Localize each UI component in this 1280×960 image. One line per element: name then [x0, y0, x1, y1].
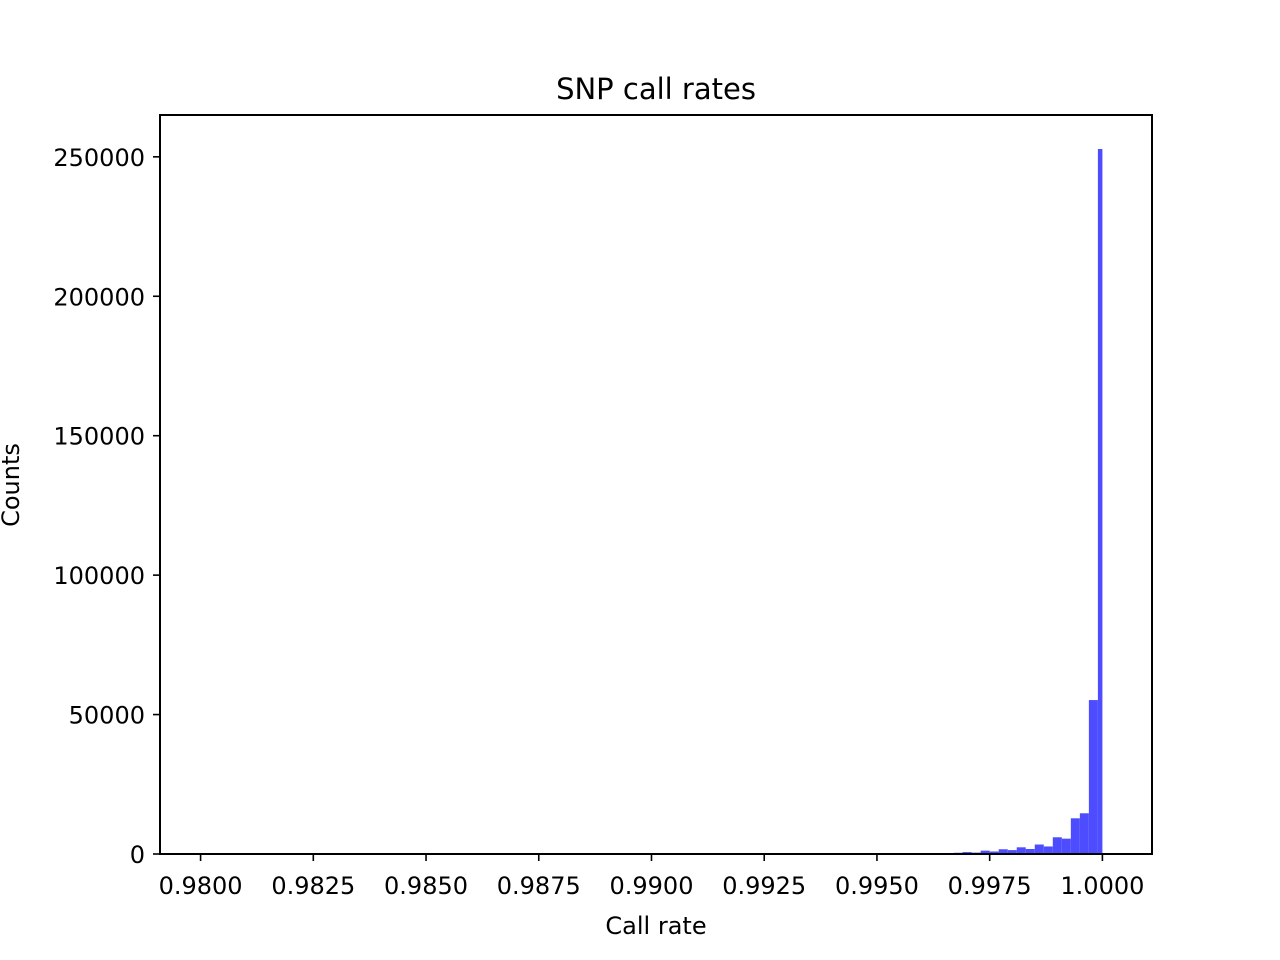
histogram-bar: [1052, 837, 1062, 854]
histogram-bar: [1097, 149, 1103, 854]
histogram-bar: [989, 851, 999, 854]
histogram-bar: [1025, 848, 1035, 854]
histogram-bar: [1070, 818, 1080, 854]
histogram-bar: [1079, 813, 1089, 854]
y-tick-label: 100000: [53, 562, 145, 590]
x-tick-label: 0.9975: [948, 872, 1032, 900]
histogram-bar: [1088, 700, 1098, 854]
x-tick-label: 0.9800: [159, 872, 243, 900]
y-tick-label: 150000: [53, 423, 145, 451]
x-tick-label: 1.0000: [1060, 872, 1144, 900]
x-tick-label: 0.9825: [271, 872, 355, 900]
y-tick-label: 0: [130, 841, 145, 869]
x-tick-label: 0.9850: [384, 872, 468, 900]
histogram-bar: [1034, 844, 1044, 854]
y-tick-label: 200000: [53, 283, 145, 311]
x-axis-label: Call rate: [605, 912, 706, 940]
histogram-bars: [935, 149, 1103, 854]
y-tick-label: 250000: [53, 144, 145, 172]
x-tick-label: 0.9950: [835, 872, 919, 900]
x-tick-label: 0.9900: [609, 872, 693, 900]
histogram-bar: [1007, 850, 1017, 854]
histogram-bar: [1043, 846, 1053, 854]
histogram-bar: [980, 850, 990, 854]
y-axis-label: Counts: [0, 443, 25, 527]
histogram-bar: [1016, 847, 1026, 854]
histogram-bar: [1061, 838, 1071, 854]
histogram-bar: [998, 849, 1008, 854]
plot-frame: [159, 114, 1153, 855]
chart-title: SNP call rates: [556, 72, 756, 106]
y-axis-ticks: 0 50000 100000 150000 200000 250000: [53, 144, 160, 869]
x-tick-label: 0.9925: [722, 872, 806, 900]
x-tick-label: 0.9875: [497, 872, 581, 900]
y-tick-label: 50000: [69, 702, 145, 730]
x-axis-ticks: 0.9800 0.9825 0.9850 0.9875 0.9900 0.9925 0.99…: [159, 854, 1144, 900]
